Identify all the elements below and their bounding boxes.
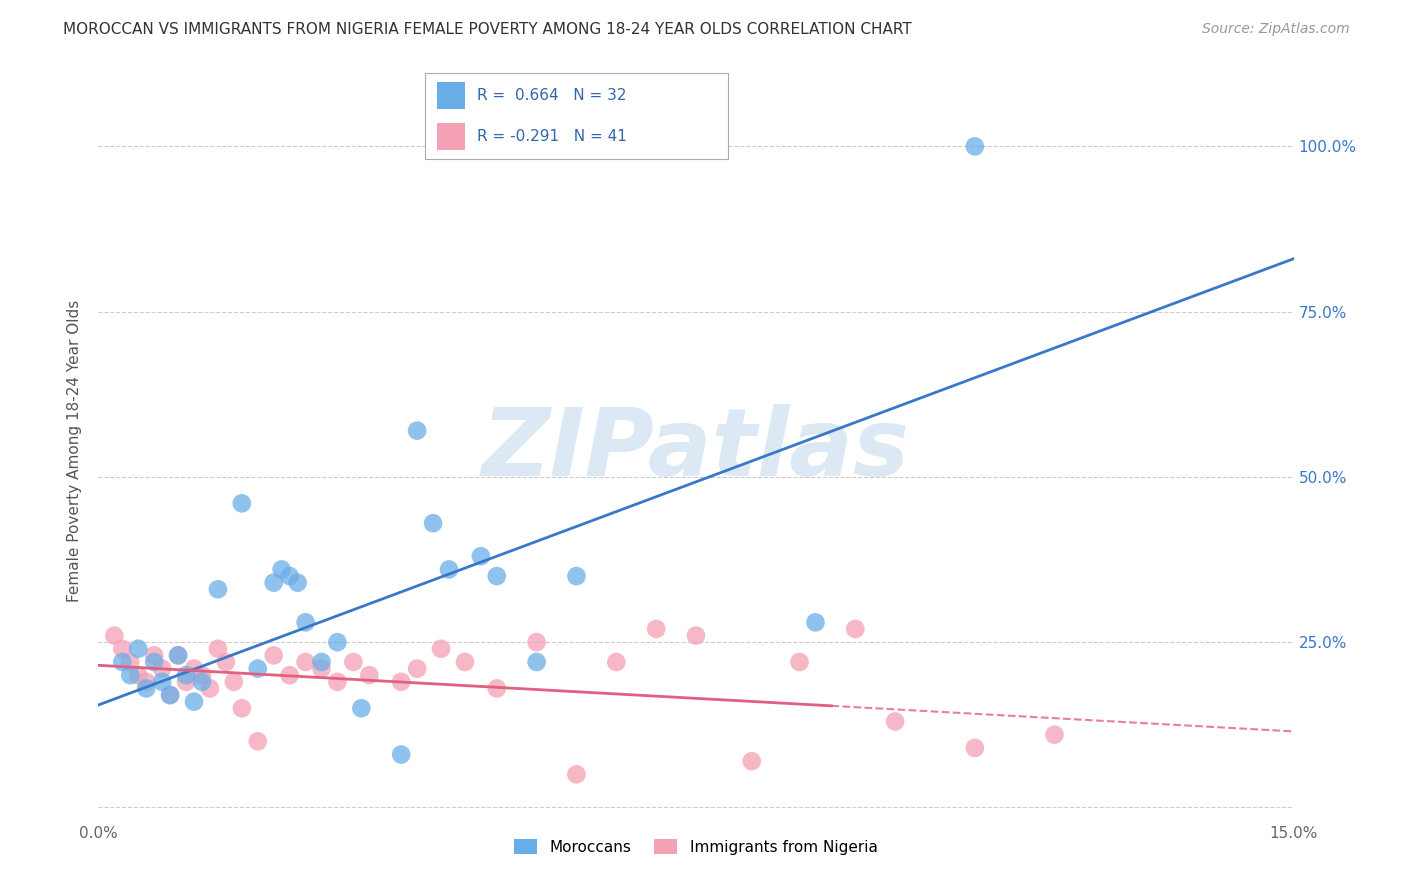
Point [167, 648, 190, 663]
Point [437, 562, 460, 576]
Point [645, 622, 668, 636]
Point [207, 641, 229, 656]
Text: Source: ZipAtlas.com: Source: ZipAtlas.com [1202, 22, 1350, 37]
Point [342, 655, 364, 669]
Point [389, 747, 412, 762]
Point [294, 615, 316, 630]
Point [270, 562, 292, 576]
Point [198, 681, 221, 696]
Point [326, 674, 349, 689]
Point [350, 701, 373, 715]
Point [485, 569, 508, 583]
Point [454, 655, 477, 669]
Point [150, 662, 173, 676]
Point [389, 674, 412, 689]
Point [191, 668, 214, 682]
Point [231, 496, 253, 510]
Point [1043, 728, 1066, 742]
Point [406, 662, 429, 676]
Point [231, 701, 253, 715]
Point [183, 695, 205, 709]
Point [120, 668, 142, 682]
Point [135, 681, 157, 696]
Point [565, 569, 588, 583]
Point [246, 734, 269, 748]
Point [963, 139, 986, 153]
Point [294, 655, 316, 669]
Point [207, 582, 229, 597]
Point [311, 655, 333, 669]
Point [741, 754, 763, 768]
Point [311, 662, 333, 676]
Point [485, 681, 508, 696]
FancyBboxPatch shape [437, 123, 465, 150]
Point [804, 615, 827, 630]
Point [135, 674, 157, 689]
Point [526, 635, 548, 649]
Point [183, 662, 205, 676]
Text: ZIPatlas: ZIPatlas [482, 404, 910, 497]
Point [215, 655, 238, 669]
Point [159, 688, 181, 702]
Point [526, 655, 548, 669]
Point [565, 767, 588, 781]
Point [844, 622, 866, 636]
Point [150, 674, 173, 689]
Point [685, 629, 707, 643]
FancyBboxPatch shape [425, 73, 728, 159]
Y-axis label: Female Poverty Among 18-24 Year Olds: Female Poverty Among 18-24 Year Olds [67, 300, 83, 601]
Point [278, 668, 301, 682]
Point [103, 629, 125, 643]
Point [422, 516, 444, 531]
Point [359, 668, 381, 682]
Point [191, 674, 214, 689]
Point [159, 688, 181, 702]
Point [143, 655, 166, 669]
Point [111, 641, 134, 656]
FancyBboxPatch shape [437, 82, 465, 109]
Text: R =  0.664   N = 32: R = 0.664 N = 32 [478, 88, 627, 103]
Point [263, 575, 285, 590]
Point [167, 648, 190, 663]
Point [605, 655, 627, 669]
Point [174, 674, 197, 689]
Point [127, 641, 149, 656]
Point [278, 569, 301, 583]
Point [222, 674, 245, 689]
Text: MOROCCAN VS IMMIGRANTS FROM NIGERIA FEMALE POVERTY AMONG 18-24 YEAR OLDS CORRELA: MOROCCAN VS IMMIGRANTS FROM NIGERIA FEMA… [63, 22, 912, 37]
Point [884, 714, 907, 729]
Text: R = -0.291   N = 41: R = -0.291 N = 41 [478, 129, 627, 144]
Point [263, 648, 285, 663]
Point [430, 641, 453, 656]
Legend: Moroccans, Immigrants from Nigeria: Moroccans, Immigrants from Nigeria [509, 833, 883, 861]
Point [111, 655, 134, 669]
Point [120, 655, 142, 669]
Point [963, 740, 986, 755]
Point [127, 668, 149, 682]
Point [470, 549, 492, 564]
Point [287, 575, 309, 590]
Point [174, 668, 197, 682]
Point [789, 655, 811, 669]
Point [326, 635, 349, 649]
Point [406, 424, 429, 438]
Point [246, 662, 269, 676]
Point [143, 648, 166, 663]
